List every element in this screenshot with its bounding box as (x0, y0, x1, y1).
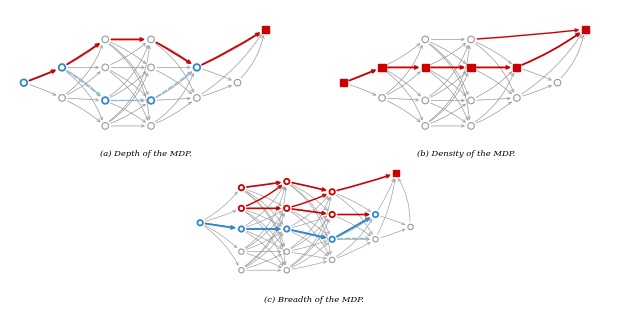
Circle shape (239, 226, 244, 232)
Circle shape (193, 95, 200, 101)
Circle shape (372, 212, 378, 217)
Circle shape (102, 36, 109, 43)
Circle shape (330, 237, 335, 242)
Circle shape (59, 64, 65, 71)
Circle shape (468, 97, 474, 104)
Circle shape (198, 220, 203, 225)
Circle shape (102, 97, 109, 104)
Text: (a) Depth of the MDP.: (a) Depth of the MDP. (100, 150, 192, 158)
Circle shape (284, 226, 289, 232)
Circle shape (330, 189, 335, 195)
FancyBboxPatch shape (378, 64, 385, 71)
Circle shape (148, 123, 154, 129)
Circle shape (148, 36, 154, 43)
Circle shape (513, 95, 520, 101)
FancyBboxPatch shape (393, 170, 399, 176)
Circle shape (379, 95, 385, 101)
Circle shape (239, 267, 244, 273)
Circle shape (148, 97, 154, 104)
FancyBboxPatch shape (582, 26, 589, 33)
Circle shape (422, 36, 429, 43)
Circle shape (468, 36, 474, 43)
Circle shape (284, 206, 289, 211)
Circle shape (193, 64, 200, 71)
FancyBboxPatch shape (262, 26, 269, 33)
Circle shape (148, 64, 154, 71)
Circle shape (408, 224, 413, 230)
Circle shape (422, 123, 429, 129)
FancyBboxPatch shape (513, 64, 520, 71)
Circle shape (554, 80, 561, 86)
Circle shape (239, 206, 244, 211)
Circle shape (284, 179, 289, 184)
Circle shape (234, 80, 241, 86)
Circle shape (59, 95, 65, 101)
Circle shape (102, 123, 109, 129)
Circle shape (468, 123, 474, 129)
Text: (b) Density of the MDP.: (b) Density of the MDP. (417, 150, 515, 158)
Circle shape (422, 97, 429, 104)
Circle shape (239, 249, 244, 254)
Circle shape (20, 80, 27, 86)
Circle shape (102, 64, 109, 71)
FancyBboxPatch shape (467, 64, 475, 71)
Circle shape (239, 185, 244, 190)
FancyBboxPatch shape (340, 79, 348, 86)
Text: (c) Breadth of the MDP.: (c) Breadth of the MDP. (264, 296, 364, 304)
Circle shape (330, 212, 335, 217)
Circle shape (284, 249, 289, 254)
Circle shape (284, 267, 289, 273)
FancyBboxPatch shape (422, 64, 429, 71)
Circle shape (372, 237, 378, 242)
Circle shape (330, 257, 335, 263)
